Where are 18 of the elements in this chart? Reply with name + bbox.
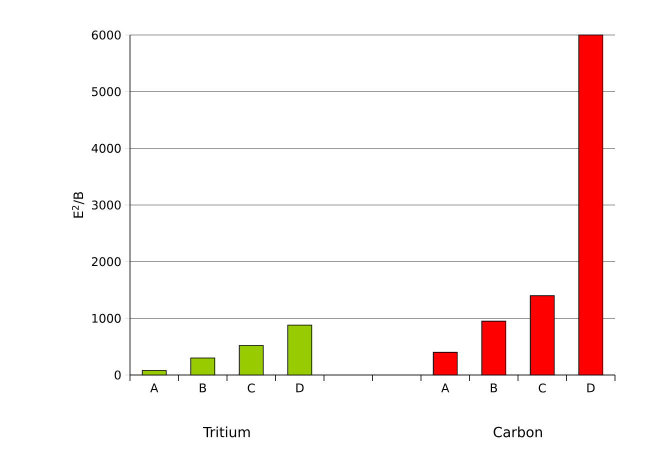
y-tick-label: 6000: [92, 30, 121, 40]
y-tick-label: 4000: [92, 144, 121, 153]
x-tick-label: A: [150, 383, 158, 392]
y-tick-label: 1000: [92, 314, 121, 323]
text: Tritium: [203, 426, 250, 438]
x-tick-label: D: [587, 383, 595, 392]
y-tick-label: 2000: [92, 257, 121, 266]
y-tick-label: 0: [114, 370, 121, 380]
x-tick-label: B: [490, 383, 498, 392]
y-tick-label: 3000: [92, 200, 121, 210]
x-tick-label: C: [538, 384, 546, 393]
x-tick-label: D: [296, 383, 304, 392]
y-axis-title: E$^{2}$/B: [72, 192, 84, 218]
text: Carbon: [494, 426, 542, 438]
y-tick-label: 5000: [92, 87, 121, 96]
x-tick-label: B: [200, 383, 206, 392]
x-tick-label: A: [441, 383, 450, 392]
x-tick-label: C: [248, 384, 255, 393]
